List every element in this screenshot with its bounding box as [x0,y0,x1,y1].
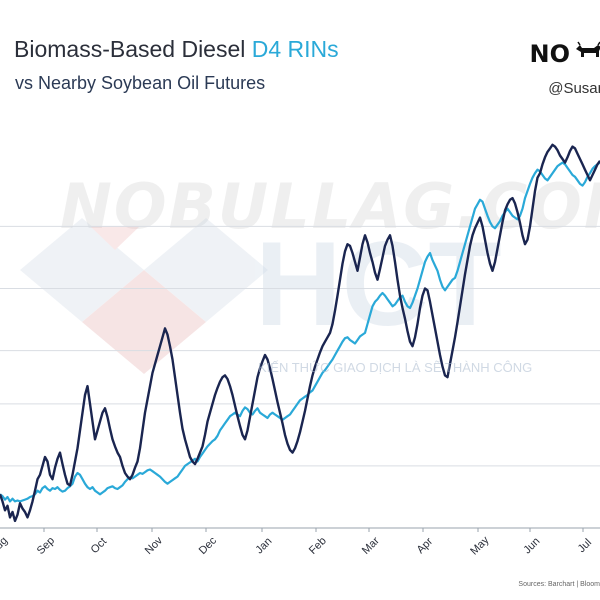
watermark-subtext: KIẾN THỨC GIAO DỊCH LÀ SẼ THÀNH CÔNG [258,360,533,375]
x-tick-label-jun: Jun [521,535,542,556]
brand-logo: NO [530,40,600,69]
series-line-soybean-oil [0,143,600,523]
series-line-d4-rins [0,161,600,503]
x-tick-label-mar: Mar [360,535,382,557]
watermark-logo-text: HCT [255,217,502,351]
x-tick-label-nov: Nov [143,534,166,557]
watermark-logo [20,218,268,374]
x-tick-label-feb: Feb [307,535,329,557]
chart-subtitle: vs Nearby Soybean Oil Futures [15,73,266,93]
x-tick-label-jan: Jan [253,535,274,556]
x-tick-label-oct: Oct [89,536,110,557]
x-tick-label-apr: Apr [415,535,436,556]
x-tick-label-aug: Aug [0,535,10,557]
brand-logo-text: NO [529,40,571,68]
grid-lines [0,225,600,529]
x-tick-label-sep: Sep [35,535,57,557]
watermark-text: NOBULLAG.COM [60,170,600,243]
x-tick-label-may: May [468,534,492,558]
chart-title-main: Biomass-Based Diesel [14,36,252,62]
x-tick-label-jul: Jul [576,537,594,555]
brand-handle: @Susan [548,80,600,97]
source-note: Sources: Barchart | Bloom [518,581,600,588]
chart-title-accent: D4 RINs [251,36,339,62]
x-tick-label-dec: Dec [197,534,220,557]
x-axis: Aug Sep Oct Nov Dec Jan Feb Mar Apr May Jun Jul [0,528,594,557]
series-group [0,143,600,523]
bull-icon [574,41,600,69]
chart-title: Biomass-Based Diesel D4 RINs [14,36,339,63]
